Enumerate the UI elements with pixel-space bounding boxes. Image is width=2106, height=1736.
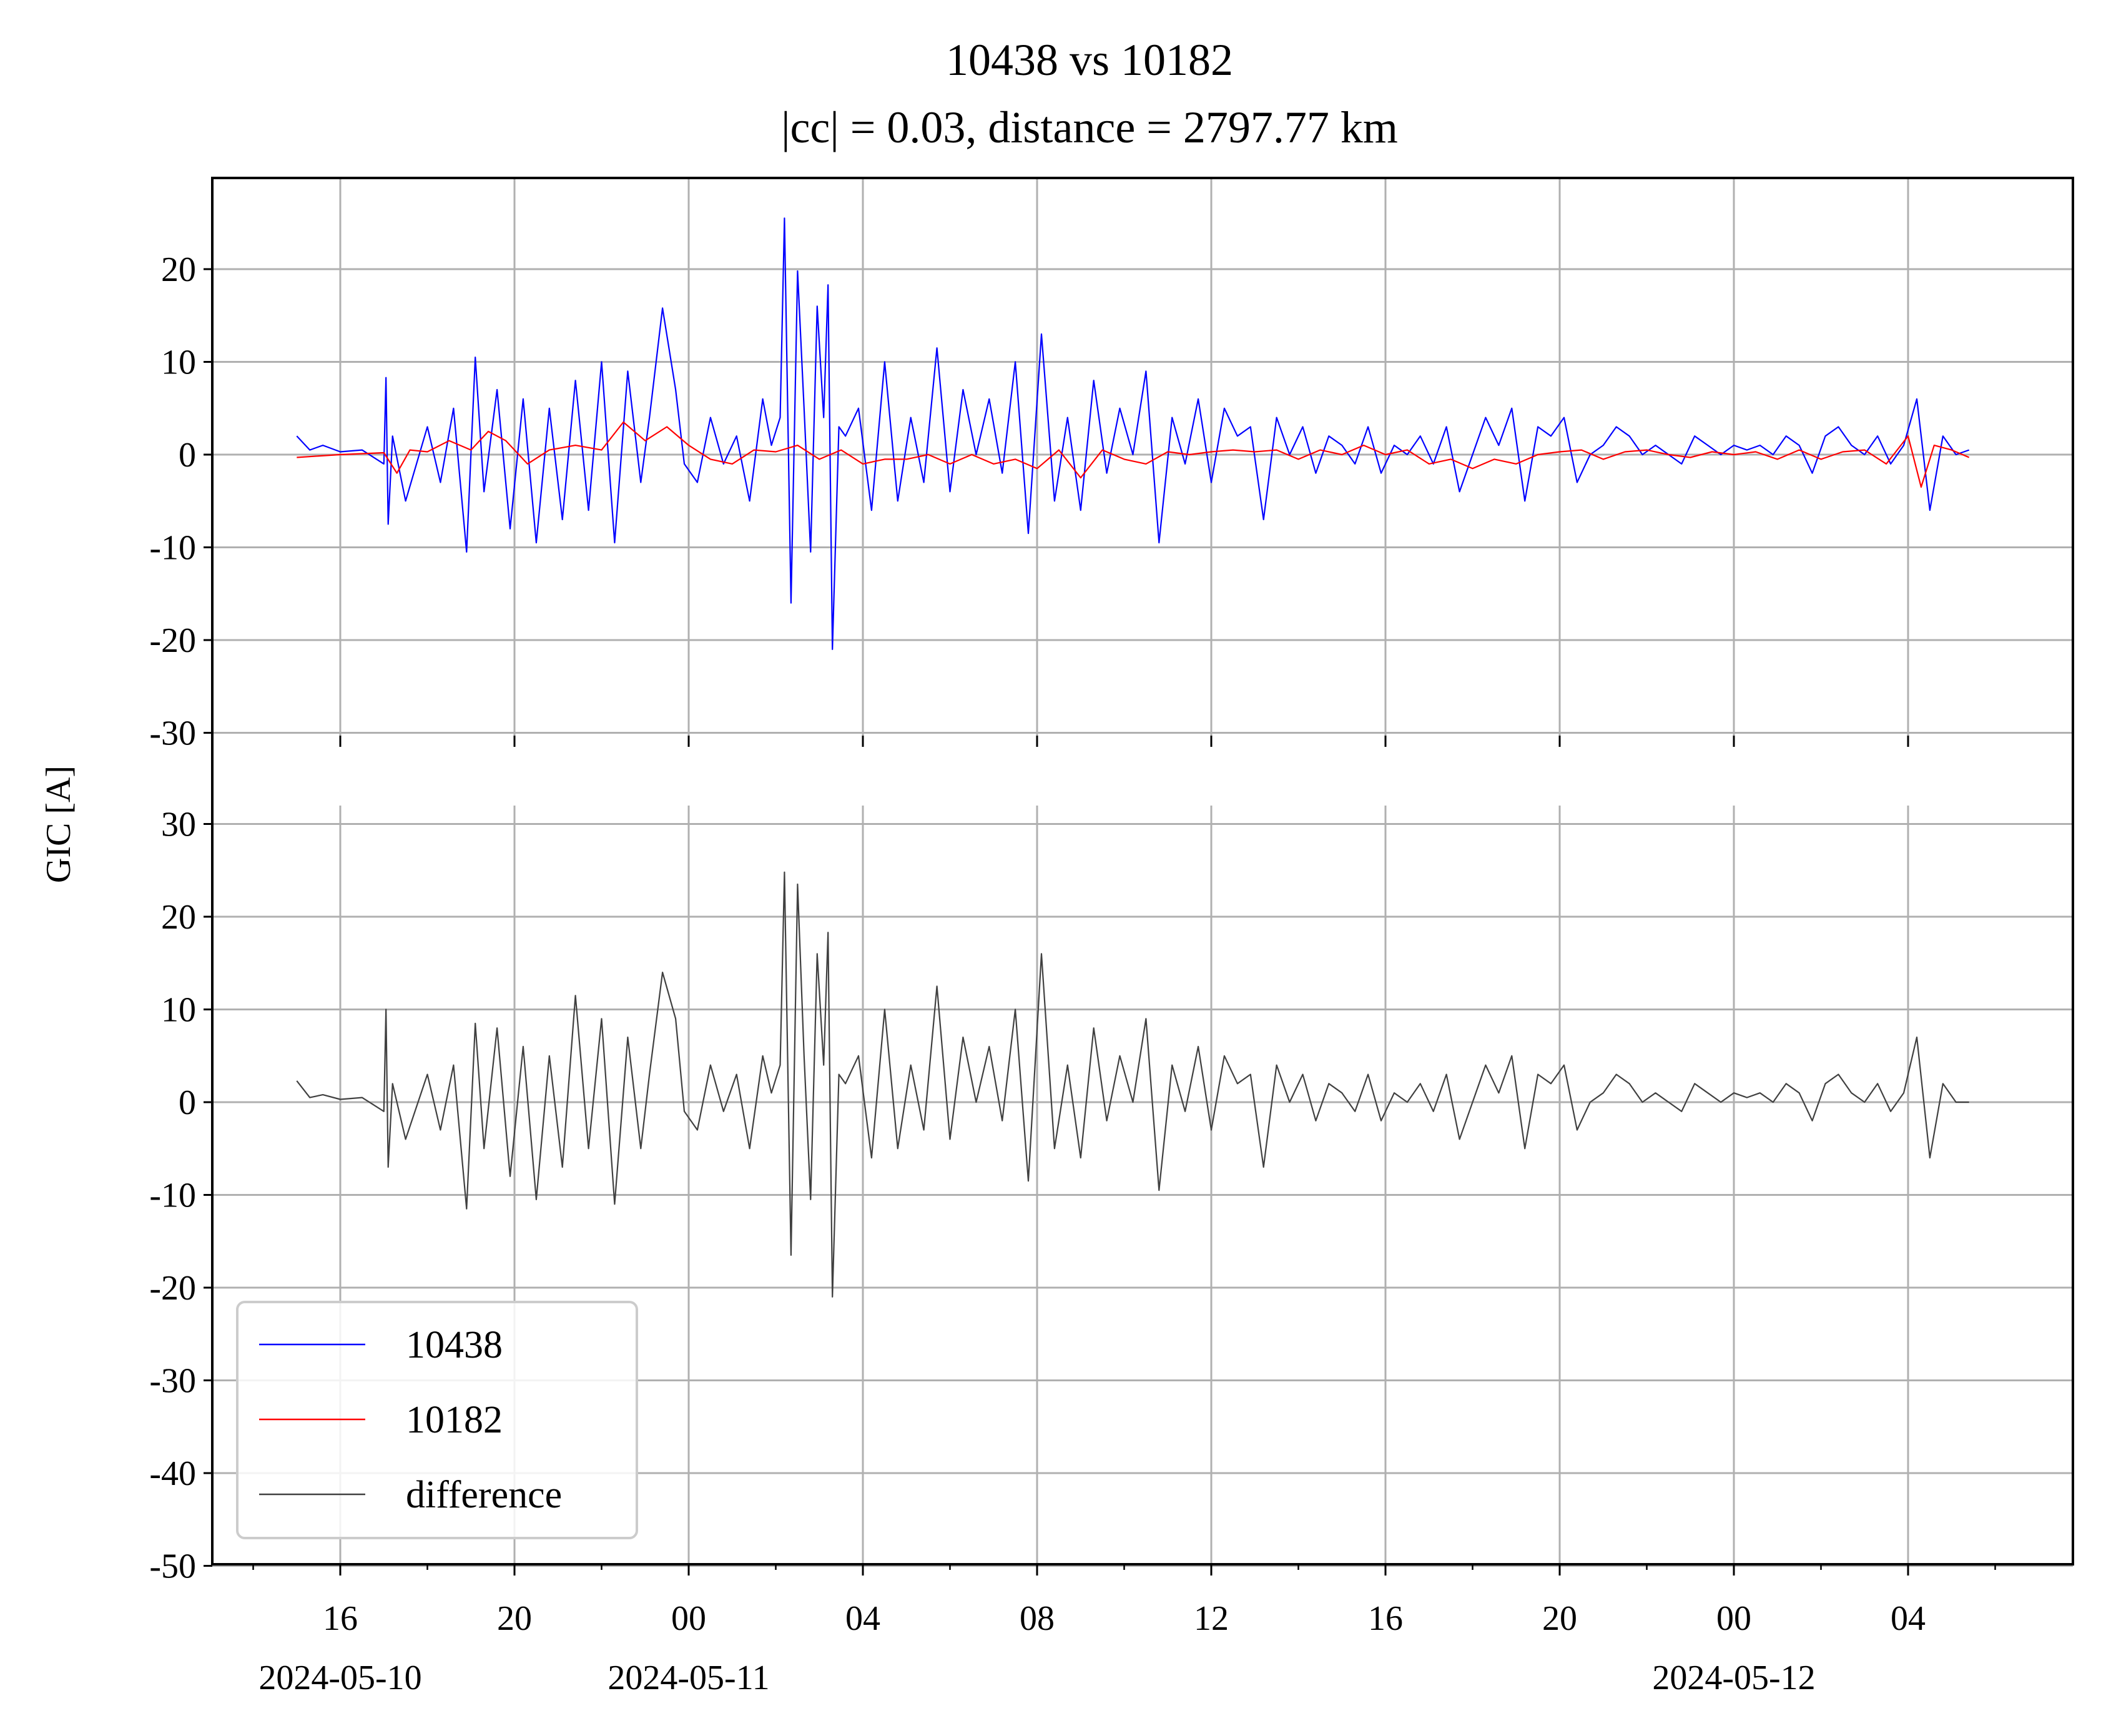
y-axis-label: GIC [A] <box>39 766 78 883</box>
axes: -30 -20 -10 0 10 20 -50 -40 -30 -20 -10 0 10 20 30 16 20… <box>149 177 2074 1697</box>
x-tick-label: 20 <box>1542 1599 1577 1638</box>
y-tick-label: -10 <box>149 529 196 568</box>
series-line-10182 <box>297 421 1970 488</box>
y-tick-label: -50 <box>149 1547 196 1586</box>
x-tick-label: 16 <box>323 1599 358 1638</box>
x-tick-label: 12 <box>1194 1599 1229 1638</box>
legend: 10438 10182 difference <box>236 1301 638 1539</box>
axes-frame <box>211 177 2074 1566</box>
y-tick-label: 10 <box>161 343 196 382</box>
y-tick-label: -30 <box>149 1362 196 1401</box>
y-tick-label: -40 <box>149 1454 196 1493</box>
legend-label-10438: 10438 <box>406 1324 503 1366</box>
y-tick-label: -10 <box>149 1176 196 1215</box>
y-tick-label: 20 <box>161 898 196 937</box>
x-date-label: 2024-05-12 <box>1652 1659 1815 1697</box>
x-tick-label: 00 <box>1716 1599 1751 1638</box>
legend-label-difference: difference <box>406 1474 562 1516</box>
series-line-10438 <box>296 217 1970 650</box>
y-tick-label: 20 <box>161 250 196 289</box>
chart-subtitle: |cc| = 0.03, distance = 2797.77 km <box>781 102 1398 152</box>
x-date-label: 2024-05-11 <box>608 1659 769 1697</box>
x-tick-label: 00 <box>671 1599 706 1638</box>
x-tick-label: 16 <box>1368 1599 1403 1638</box>
legend-label-10182: 10182 <box>406 1399 503 1441</box>
x-date-label: 2024-05-10 <box>258 1659 421 1697</box>
y-tick-label: 30 <box>161 806 196 844</box>
y-tick-label: 0 <box>179 436 196 475</box>
x-tick-label: 20 <box>497 1599 532 1638</box>
y-tick-label: 0 <box>179 1083 196 1122</box>
y-tick-label: -30 <box>149 714 196 753</box>
x-tick-label: 08 <box>1020 1599 1055 1638</box>
legend-box <box>236 1301 638 1539</box>
series-line-difference <box>296 871 1969 1298</box>
x-tick-label: 04 <box>1891 1599 1926 1638</box>
y-tick-label: -20 <box>149 1269 196 1308</box>
x-tick-label: 04 <box>845 1599 880 1638</box>
y-tick-label: -20 <box>149 621 196 660</box>
series-lines <box>296 217 1970 1298</box>
y-tick-label: 10 <box>161 991 196 1030</box>
chart-title: 10438 vs 10182 <box>946 35 1233 85</box>
grid-lines <box>212 178 2073 1567</box>
